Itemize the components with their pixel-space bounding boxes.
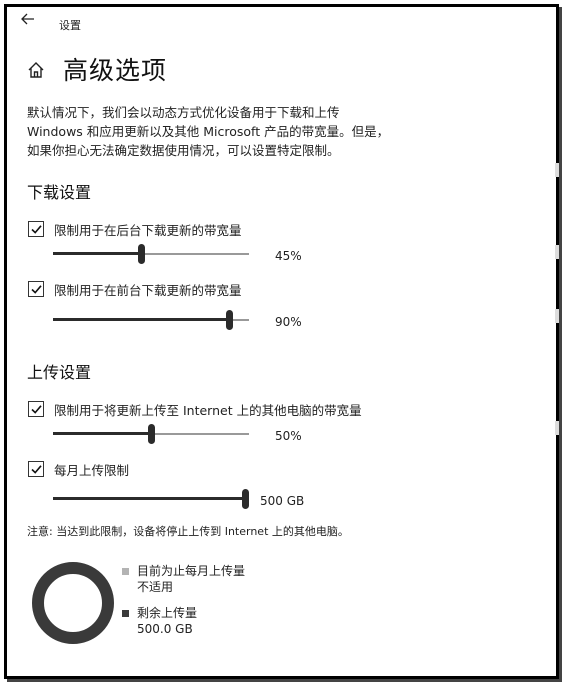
slider-track	[53, 253, 249, 255]
upload-bandwidth-checkbox[interactable]	[28, 401, 44, 417]
foreground-bandwidth-value: 90%	[275, 315, 302, 329]
slider-fill	[53, 252, 141, 255]
settings-window: 设置 高级选项 默认情况下，我们会以动态方式优化设备用于下载和上传 Window…	[4, 4, 559, 679]
download-settings-title: 下载设置	[27, 183, 92, 202]
upload-settings-title: 上传设置	[27, 363, 92, 382]
monthly-limit-slider[interactable]	[53, 488, 249, 510]
background-limit-label: 限制用于在后台下载更新的带宽量	[54, 222, 242, 238]
scroll-edge-mark	[555, 309, 559, 323]
upload-bandwidth-slider[interactable]	[53, 423, 249, 445]
slider-thumb[interactable]	[242, 489, 249, 509]
legend-uploaded: 目前为止每月上传量 不适用	[122, 563, 245, 595]
legend-swatch-uploaded	[122, 568, 129, 575]
monthly-limit-label: 每月上传限制	[54, 462, 130, 478]
monthly-limit-option[interactable]: 每月上传限制	[28, 459, 129, 479]
legend-remaining-label: 剩余上传量	[137, 606, 198, 620]
slider-fill	[53, 497, 249, 500]
scroll-edge-mark	[555, 245, 559, 259]
window-title: 设置	[59, 19, 81, 32]
checkmark-icon	[30, 464, 42, 474]
checkmark-icon	[30, 284, 42, 294]
legend-uploaded-value: 不适用	[137, 580, 174, 594]
background-bandwidth-slider[interactable]	[53, 243, 249, 265]
description: 默认情况下，我们会以动态方式优化设备用于下载和上传 Windows 和应用更新以…	[27, 103, 537, 160]
slider-thumb[interactable]	[138, 244, 145, 264]
legend-uploaded-label: 目前为止每月上传量	[137, 564, 246, 578]
checkmark-icon	[30, 404, 42, 414]
foreground-bandwidth-slider[interactable]	[53, 309, 249, 331]
slider-fill	[53, 432, 151, 435]
home-icon[interactable]	[27, 61, 45, 79]
upload-bandwidth-value: 50%	[275, 429, 302, 443]
background-limit-option[interactable]: 限制用于在后台下载更新的带宽量	[28, 219, 242, 239]
monthly-limit-checkbox[interactable]	[28, 461, 44, 477]
legend-remaining-value: 500.0 GB	[137, 622, 193, 636]
slider-thumb[interactable]	[148, 424, 155, 444]
description-line: 如果你担心无法确定数据使用情况，可以设置特定限制。	[27, 143, 340, 158]
back-arrow-icon	[21, 13, 34, 25]
foreground-limit-label: 限制用于在前台下载更新的带宽量	[54, 282, 242, 298]
background-limit-checkbox[interactable]	[28, 221, 44, 237]
page-title: 高级选项	[63, 56, 168, 85]
monthly-limit-value: 500 GB	[260, 494, 305, 508]
scroll-edge-mark	[555, 421, 559, 435]
donut-remaining-arc	[32, 562, 114, 644]
legend-swatch-remaining	[122, 610, 129, 617]
foreground-limit-checkbox[interactable]	[28, 281, 44, 297]
background-bandwidth-value: 45%	[275, 249, 302, 263]
legend-remaining: 剩余上传量 500.0 GB	[122, 605, 197, 637]
upload-bandwidth-label: 限制用于将更新上传至 Internet 上的其他电脑的带宽量	[54, 402, 362, 418]
upload-bandwidth-option[interactable]: 限制用于将更新上传至 Internet 上的其他电脑的带宽量	[28, 399, 362, 419]
scroll-edge-mark	[555, 163, 559, 177]
back-button[interactable]	[21, 13, 35, 29]
foreground-limit-option[interactable]: 限制用于在前台下载更新的带宽量	[28, 279, 242, 299]
description-line: 默认情况下，我们会以动态方式优化设备用于下载和上传	[27, 105, 340, 120]
upload-usage-donut	[32, 562, 114, 644]
upload-limit-note: 注意: 当达到此限制，设备将停止上传到 Internet 上的其他电脑。	[27, 525, 349, 538]
description-line: Windows 和应用更新以及其他 Microsoft 产品的带宽量。但是，	[27, 124, 390, 139]
slider-fill	[53, 318, 229, 321]
slider-thumb[interactable]	[226, 310, 233, 330]
checkmark-icon	[30, 224, 42, 234]
